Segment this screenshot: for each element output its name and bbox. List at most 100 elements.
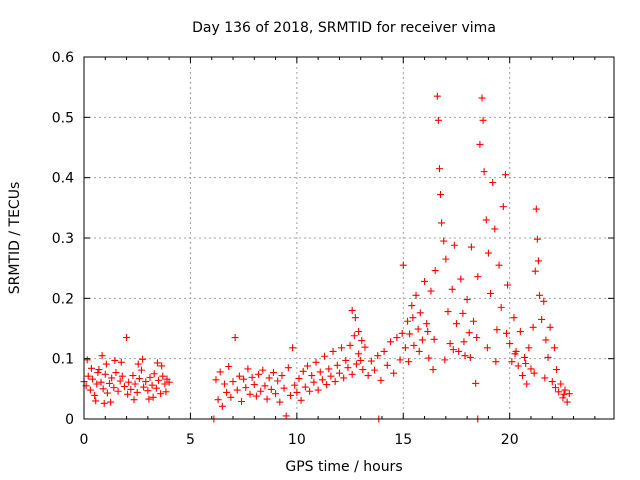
data-point-marker (434, 116, 442, 124)
data-point-marker (103, 389, 111, 397)
data-point-marker (133, 388, 141, 396)
data-point-marker (551, 384, 559, 392)
data-point-marker (538, 315, 546, 323)
data-point-marker (367, 357, 375, 365)
data-point-marker (120, 382, 128, 390)
data-point-marker (495, 261, 503, 269)
data-point-marker (338, 344, 346, 352)
y-tick-label: 0.3 (52, 231, 74, 247)
data-point-marker (129, 372, 137, 380)
data-point-marker (310, 378, 318, 386)
data-point-marker (415, 347, 423, 355)
data-point-marker (559, 394, 567, 402)
data-point-marker (396, 356, 404, 364)
data-point-marker (546, 323, 554, 331)
data-point-marker (148, 381, 156, 389)
data-point-marker (525, 344, 533, 352)
data-point-marker (146, 373, 154, 381)
data-point-marker (227, 393, 235, 401)
data-point-marker (352, 360, 360, 368)
data-point-marker (269, 369, 277, 377)
x-tick-label: 0 (80, 432, 89, 448)
data-point-marker (472, 379, 480, 387)
data-point-marker (131, 380, 139, 388)
data-point-marker (501, 171, 509, 179)
data-point-marker (474, 273, 482, 281)
data-point-marker (100, 399, 108, 407)
data-point-marker (437, 191, 445, 199)
data-point-marker (409, 314, 417, 322)
data-point-marker (414, 325, 422, 333)
data-point-marker (158, 362, 166, 370)
data-point-marker (387, 338, 395, 346)
data-point-marker (93, 380, 101, 388)
data-point-marker (542, 336, 550, 344)
data-point-marker (154, 376, 162, 384)
data-point-marker (214, 396, 222, 404)
data-point-marker (127, 385, 135, 393)
data-point-marker (355, 328, 363, 336)
data-point-marker (101, 370, 109, 378)
data-point-marker (412, 291, 420, 299)
data-point-marker (117, 358, 125, 366)
data-point-marker (398, 329, 406, 337)
data-point-marker (252, 392, 260, 400)
data-point-marker (274, 377, 282, 385)
data-point-marker (446, 340, 454, 348)
data-point-marker (92, 397, 100, 405)
data-point-marker (335, 369, 343, 377)
data-point-marker (321, 352, 329, 360)
data-point-marker (229, 378, 237, 386)
data-point-marker (165, 378, 173, 386)
data-point-marker (331, 378, 339, 386)
data-point-marker (301, 383, 309, 391)
data-point-marker (529, 323, 537, 331)
data-point-marker (442, 255, 450, 263)
data-point-marker (489, 178, 497, 186)
data-point-marker (408, 302, 416, 310)
data-point-marker (289, 344, 297, 352)
data-point-marker (532, 205, 540, 213)
data-point-marker (250, 381, 258, 389)
data-point-marker (541, 374, 549, 382)
data-point-marker (473, 334, 481, 342)
data-point-marker (557, 380, 565, 388)
data-point-marker (308, 372, 316, 380)
data-point-marker (220, 380, 228, 388)
y-tick-label: 0.4 (52, 171, 74, 187)
x-tick-label: 5 (186, 432, 195, 448)
data-point-marker (97, 378, 105, 386)
y-tick-label: 0.1 (52, 352, 74, 368)
data-point-marker (482, 216, 490, 224)
data-point-marker (487, 290, 495, 298)
data-point-marker (344, 364, 352, 372)
y-tick-label: 0 (65, 412, 74, 428)
data-point-marker (423, 320, 431, 328)
grid-layer (84, 57, 614, 419)
data-point-marker (461, 352, 469, 360)
data-point-marker (351, 314, 359, 322)
data-point-marker (522, 359, 530, 367)
x-tick-label: 20 (501, 432, 519, 448)
data-point-marker (476, 140, 484, 148)
data-point-marker (242, 384, 250, 392)
data-point-marker (510, 314, 518, 322)
data-point-marker (231, 334, 239, 342)
data-point-marker (107, 398, 115, 406)
data-point-marker (499, 203, 507, 211)
x-tick-label: 15 (394, 432, 412, 448)
data-point-marker (162, 388, 170, 396)
data-point-marker (540, 297, 548, 305)
data-point-marker (255, 370, 263, 378)
data-point-marker (521, 353, 529, 361)
data-point-marker (299, 367, 307, 375)
data-point-marker (152, 384, 160, 392)
data-point-marker (244, 365, 252, 373)
data-point-marker (561, 386, 569, 394)
data-point-marker (350, 332, 358, 340)
data-point-marker (460, 338, 468, 346)
data-point-marker (533, 235, 541, 243)
data-point-marker (425, 354, 433, 362)
